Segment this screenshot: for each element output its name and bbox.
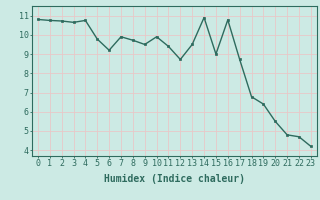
X-axis label: Humidex (Indice chaleur): Humidex (Indice chaleur): [104, 174, 245, 184]
